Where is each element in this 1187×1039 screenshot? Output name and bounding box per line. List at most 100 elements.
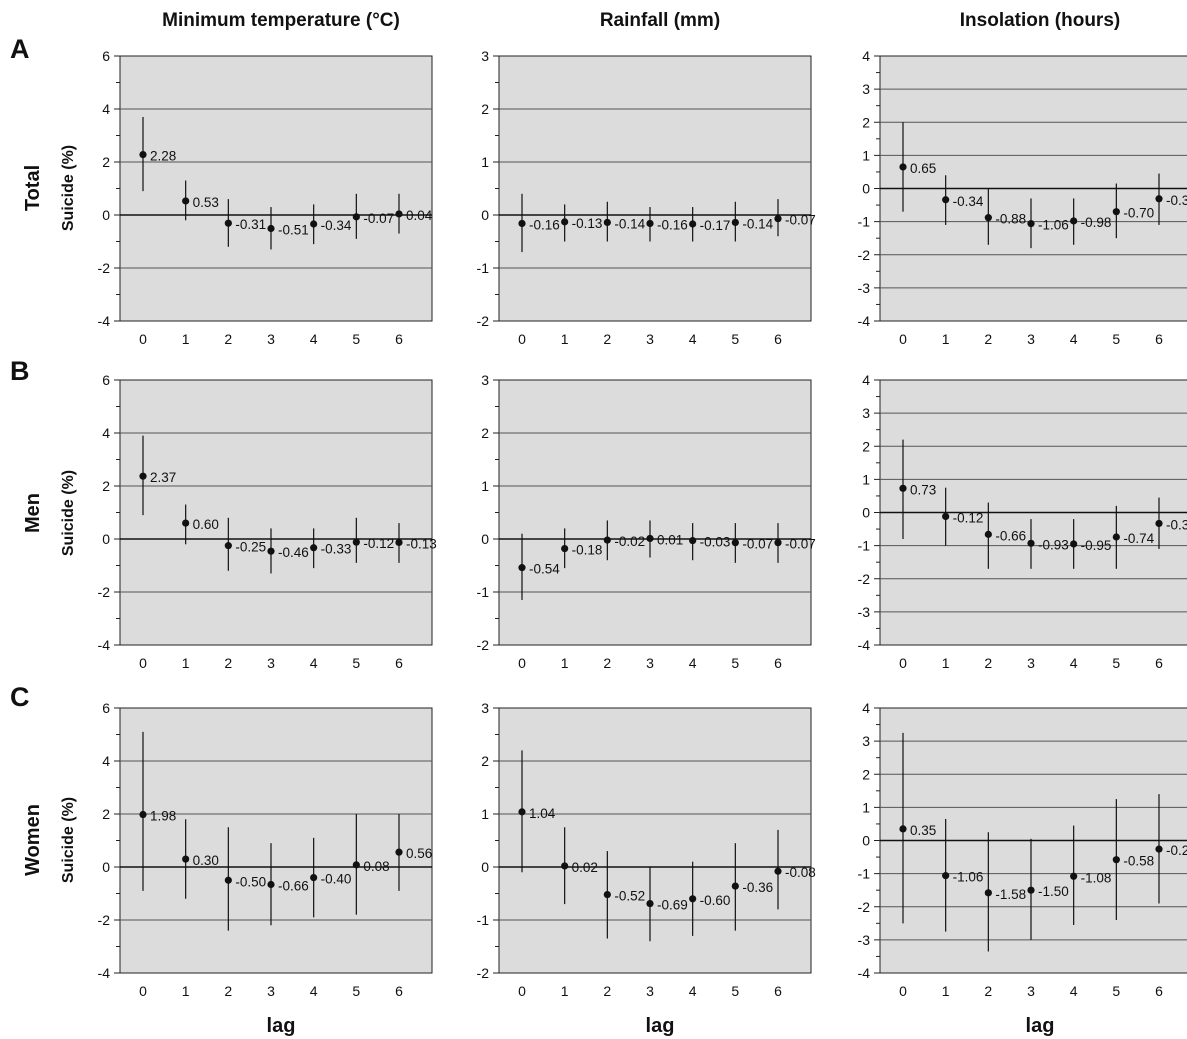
data-point [182, 855, 190, 863]
data-label: -1.06 [953, 870, 984, 885]
panel-total-min-temp: -4 -2 0 2 4 6 0 1 2 3 4 5 6 2.28 0.53 -0.31 -0.51 -0.34 -0… [98, 48, 433, 347]
data-point [224, 542, 232, 550]
data-label: -0.07 [785, 213, 816, 228]
y-tick-label: 3 [862, 733, 870, 749]
y-tick-label: -3 [858, 280, 871, 296]
data-point [603, 536, 611, 544]
y-tick-label: 6 [102, 372, 110, 388]
x-tick-label: 2 [224, 655, 232, 671]
y-tick-label: 2 [481, 753, 489, 769]
data-point [731, 218, 739, 227]
y-tick-label: 3 [862, 81, 870, 97]
panel-total-rainfall: -2 -1 0 1 2 3 0 1 2 3 4 5 6 -0.16 -0.13 -0.14 -0.16 -0.17… [477, 48, 816, 347]
data-label: -0.88 [995, 212, 1026, 227]
data-point [603, 890, 611, 899]
data-label: -1.50 [1038, 884, 1069, 899]
data-point [603, 218, 611, 227]
x-tick-label: 0 [518, 983, 526, 999]
x-tick-label: 4 [310, 655, 318, 671]
data-label: 0.53 [193, 195, 219, 210]
x-tick-label: 4 [1070, 983, 1078, 999]
data-point [182, 197, 190, 205]
y-tick-label: 2 [481, 425, 489, 441]
data-label: 0.35 [910, 823, 936, 838]
x-tick-label: 1 [182, 655, 190, 671]
data-label: 0.56 [406, 846, 432, 861]
x-tick-label: 0 [518, 655, 526, 671]
data-label: 1.04 [529, 806, 556, 821]
data-point [224, 219, 232, 227]
y-tick-label: 0 [102, 207, 110, 223]
x-tick-label: 1 [942, 331, 950, 347]
data-point [774, 215, 782, 223]
y-tick-label: 2 [102, 806, 110, 822]
data-label: 0.01 [657, 532, 683, 547]
data-point [310, 874, 318, 882]
x-tick-label: 5 [731, 655, 739, 671]
data-label: -0.07 [742, 537, 773, 552]
data-point [267, 547, 275, 555]
data-label: -0.33 [321, 542, 352, 557]
plot-area [498, 379, 812, 646]
y-tick-label: 3 [862, 405, 870, 421]
data-label: -1.08 [1081, 870, 1112, 885]
x-tick-label: 3 [1027, 983, 1035, 999]
data-label: -0.69 [657, 898, 688, 913]
x-tick-label: 0 [139, 983, 147, 999]
x-tick-label: 5 [1112, 331, 1120, 347]
y-tick-label: -4 [858, 313, 871, 329]
ylabel-total: Suicide (%) [60, 145, 77, 231]
y-tick-label: 1 [862, 799, 870, 815]
y-tick-label: 4 [862, 48, 870, 64]
data-point [561, 544, 569, 553]
x-tick-label: 4 [689, 331, 697, 347]
y-tick-label: 2 [862, 114, 870, 130]
data-label: 0.60 [193, 517, 219, 532]
x-tick-label: 3 [646, 655, 654, 671]
y-tick-label: -2 [98, 584, 111, 600]
x-tick-label: 0 [899, 983, 907, 999]
x-tick-label: 0 [518, 331, 526, 347]
x-tick-label: 5 [1112, 983, 1120, 999]
data-label: -0.40 [321, 872, 352, 887]
x-tick-label: 0 [899, 331, 907, 347]
y-tick-label: -4 [98, 965, 111, 981]
y-tick-label: -4 [858, 637, 871, 653]
x-tick-label: 4 [310, 983, 318, 999]
data-label: -0.03 [700, 535, 731, 550]
column-title-min-temp: Minimum temperature (°C) [162, 10, 400, 31]
data-label: 0.04 [406, 208, 433, 223]
x-tick-label: 0 [139, 655, 147, 671]
x-tick-label: 2 [984, 655, 992, 671]
y-tick-label: -1 [858, 866, 871, 882]
x-tick-label: 6 [1155, 655, 1163, 671]
row-label-women: Women [22, 804, 44, 876]
x-tick-label: 4 [689, 983, 697, 999]
y-tick-label: 3 [481, 700, 489, 716]
y-tick-label: 4 [862, 372, 870, 388]
x-tick-label: 2 [603, 655, 611, 671]
ylabel-women: Suicide (%) [60, 797, 77, 883]
data-point [139, 150, 147, 159]
y-tick-label: -3 [858, 604, 871, 620]
y-tick-label: -2 [477, 965, 490, 981]
data-point [689, 536, 697, 545]
data-point [1070, 217, 1078, 225]
y-tick-label: 1 [862, 471, 870, 487]
x-tick-label: 3 [646, 983, 654, 999]
y-tick-label: -4 [858, 965, 871, 981]
y-tick-label: 1 [481, 478, 489, 494]
data-label: -0.14 [742, 216, 773, 231]
data-point [395, 848, 403, 856]
data-label: 0.65 [910, 161, 936, 176]
data-label: -0.52 [614, 889, 645, 904]
data-point [224, 876, 232, 884]
y-tick-label: 0 [481, 531, 489, 547]
plot-area [119, 707, 433, 974]
row-letter-a: A [10, 34, 30, 64]
data-point [139, 472, 147, 480]
y-tick-label: -2 [98, 260, 111, 276]
x-tick-label: 0 [139, 331, 147, 347]
data-point [352, 213, 360, 221]
